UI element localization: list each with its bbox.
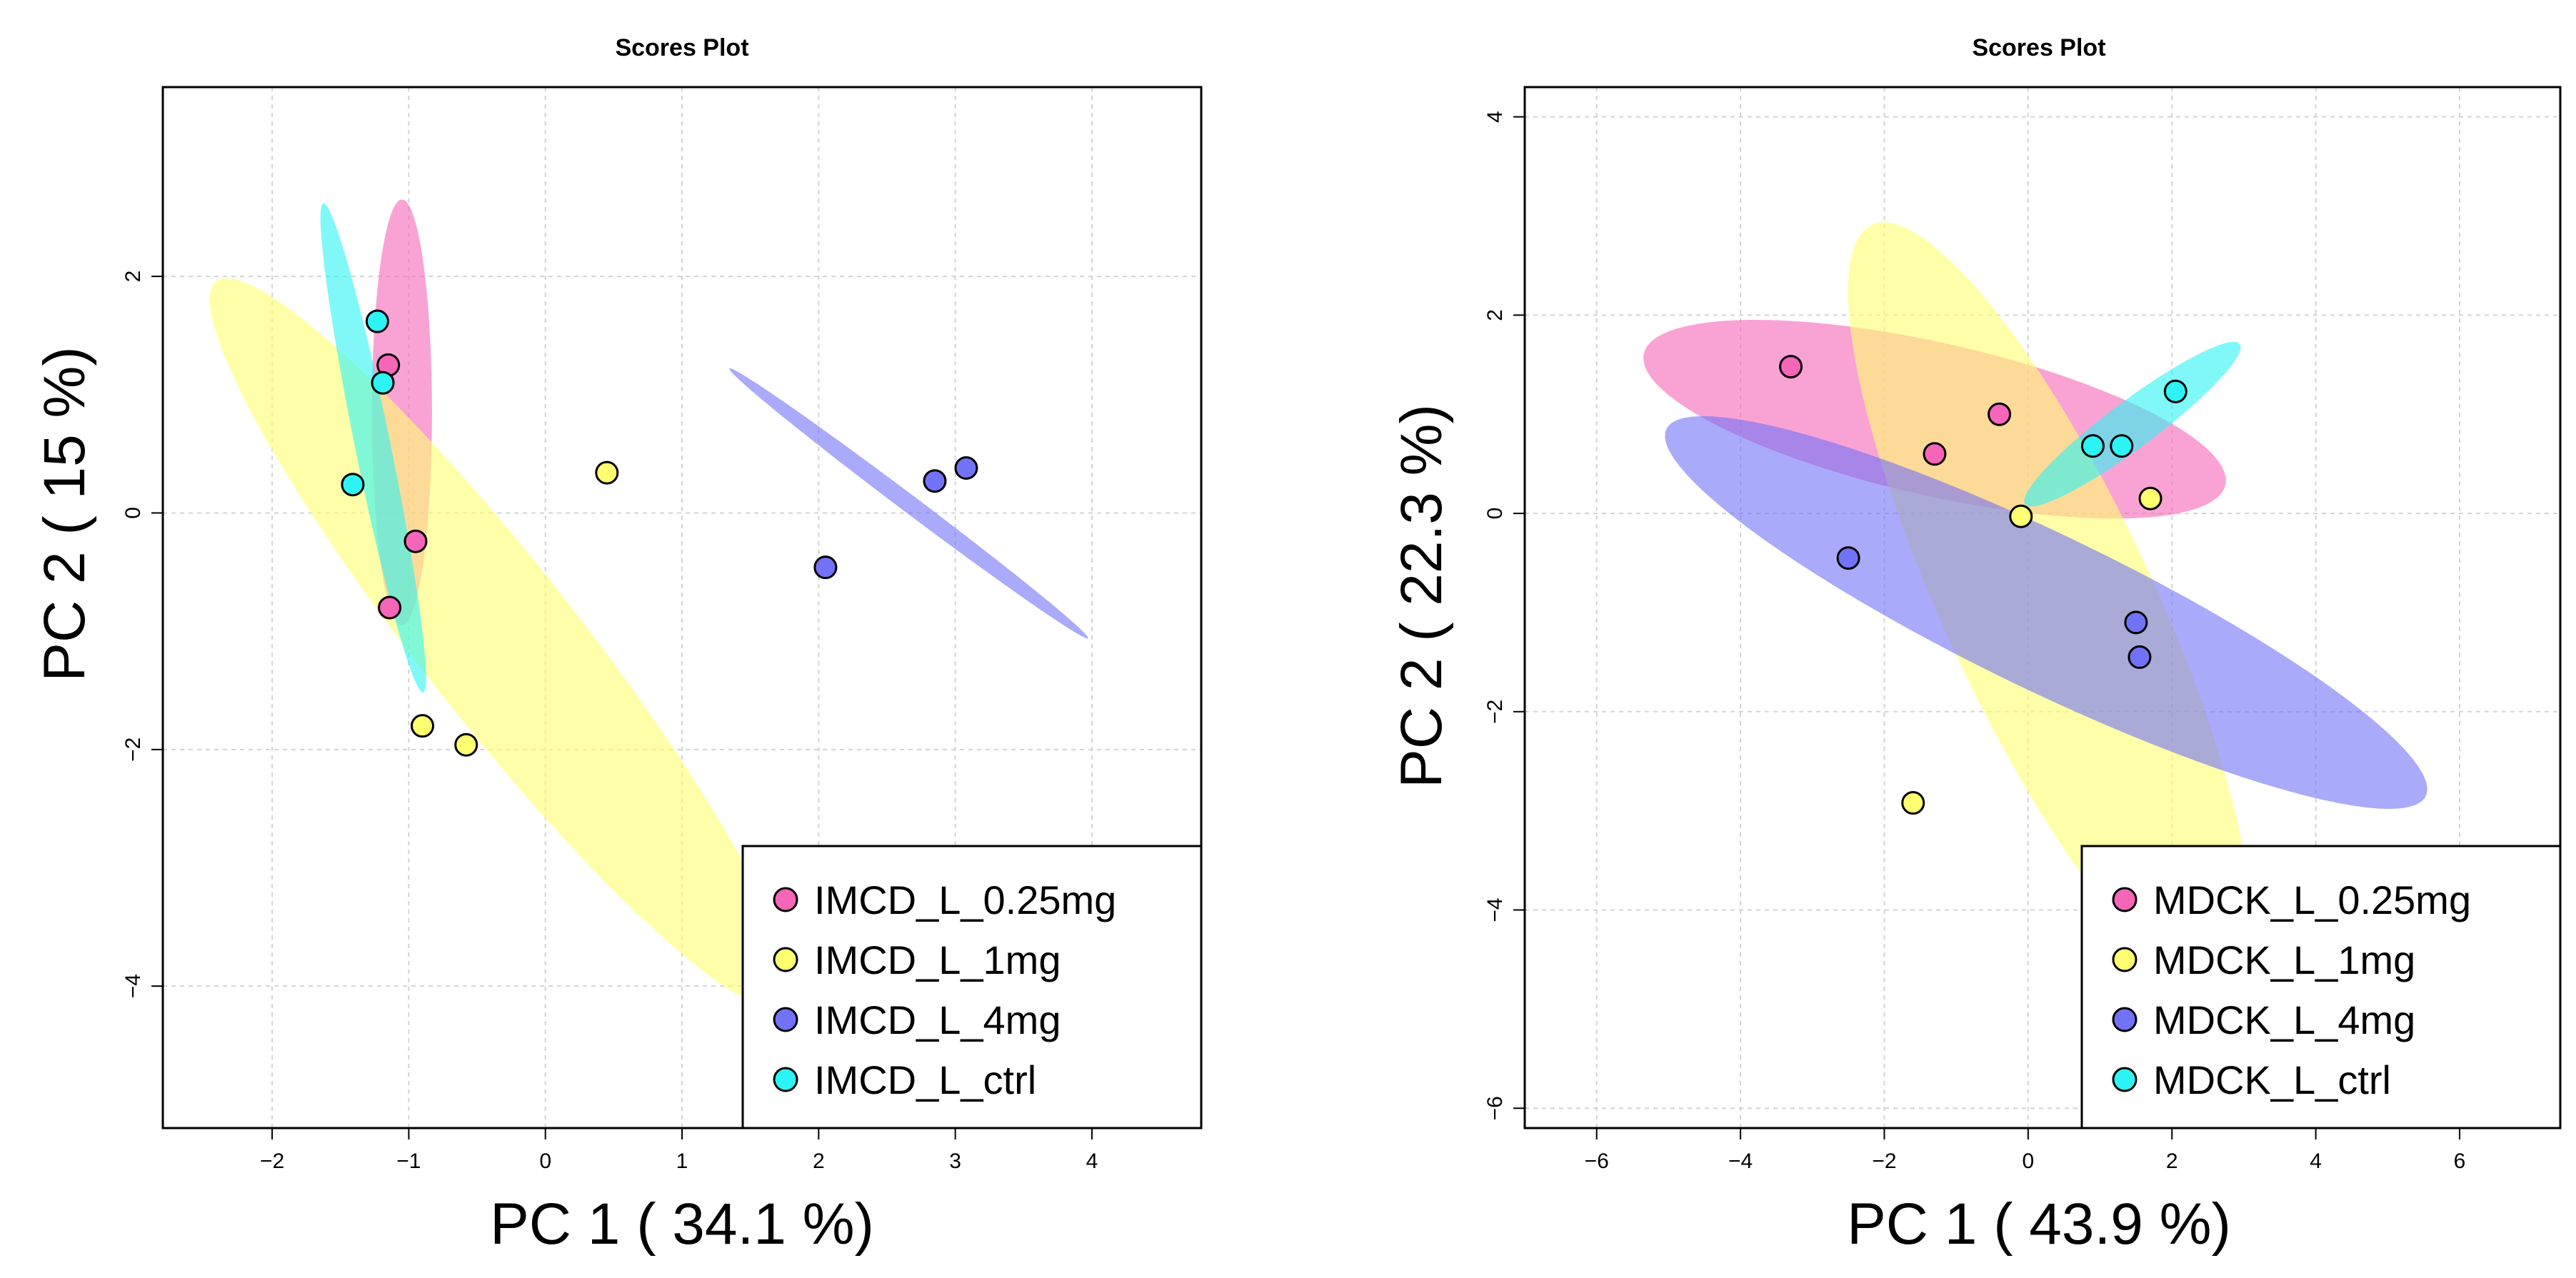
- data-point: [365, 309, 389, 333]
- x-tick-label: 2: [2166, 1149, 2178, 1173]
- x-tick-label: 0: [2023, 1149, 2035, 1173]
- confidence-ellipse: [209, 278, 791, 1008]
- confidence-ellipse: [2024, 341, 2241, 507]
- x-tick-label: −1: [396, 1149, 421, 1173]
- data-point: [371, 371, 395, 395]
- y-tick-label: 0: [1483, 508, 1507, 520]
- x-axis-label: PC 1 ( 34.1 %): [490, 1192, 874, 1257]
- legend-label: IMCD_L_4mg: [814, 997, 1061, 1042]
- legend-marker: [2112, 887, 2138, 912]
- data-point: [2009, 504, 2033, 528]
- legend: IMCD_L_0.25mg IMCD_L_1mg IMCD_L_4mg IMCD_L_…: [741, 845, 1203, 1129]
- x-tick-label: 6: [2454, 1149, 2466, 1173]
- y-tick-label: −2: [121, 738, 145, 762]
- confidence-ellipse: [320, 203, 426, 693]
- x-tick-label: 4: [1086, 1149, 1098, 1173]
- data-point: [2110, 434, 2134, 458]
- legend-box: [741, 845, 1203, 1129]
- legend-label: MDCK_L_1mg: [2153, 937, 2415, 982]
- legend-marker: [773, 1007, 798, 1032]
- legend-label: IMCD_L_ctrl: [814, 1057, 1036, 1102]
- data-point: [1988, 402, 2012, 426]
- legend-box: [2080, 845, 2562, 1129]
- data-point: [2080, 434, 2105, 458]
- legend-marker: [2112, 1067, 2138, 1092]
- data-point: [411, 714, 434, 738]
- y-tick-label: 0: [121, 507, 145, 519]
- chart-title: Scores Plot: [1972, 34, 2105, 61]
- data-point: [454, 733, 478, 757]
- y-axis-label: PC 2 ( 22.3 %): [1389, 404, 1454, 788]
- data-point: [595, 461, 619, 485]
- data-point: [1779, 355, 1803, 379]
- data-point: [378, 595, 402, 620]
- scores-plot-left: Scores Plot −2 −1 0 1 2 3 4 −4 −2 0 2 PC 1 ( 34.1 …: [32, 34, 1203, 1257]
- confidence-ellipse: [729, 368, 1088, 639]
- data-point: [2163, 379, 2187, 403]
- legend-marker: [2112, 947, 2138, 972]
- y-tick-label: −2: [1483, 700, 1507, 724]
- scores-plot-right: Scores Plot −6 −4 −2 0 2 4 6 −6 −4 −2 0 2 4 PC 1 ( 4…: [1389, 34, 2562, 1257]
- x-tick-label: 3: [949, 1149, 961, 1173]
- x-tick-label: 0: [539, 1149, 551, 1173]
- legend-marker: [773, 887, 798, 912]
- x-tick-label: −4: [1728, 1149, 1753, 1173]
- legend-label: IMCD_L_1mg: [814, 937, 1061, 982]
- y-tick-label: −6: [1483, 1096, 1507, 1120]
- legend-marker: [2112, 1007, 2138, 1032]
- x-tick-label: 2: [813, 1149, 825, 1173]
- legend-label: IMCD_L_0.25mg: [814, 877, 1116, 922]
- data-point: [923, 469, 947, 493]
- legend-label: MDCK_L_0.25mg: [2153, 877, 2471, 922]
- legend-label: MDCK_L_ctrl: [2153, 1057, 2391, 1102]
- y-tick-label: −4: [1483, 897, 1507, 922]
- data-point: [2138, 486, 2162, 510]
- confidence-ellipse: [1665, 416, 2427, 809]
- x-tick-label: 4: [2310, 1149, 2322, 1173]
- data-point: [404, 529, 428, 553]
- data-point: [2128, 645, 2152, 669]
- x-axis-label: PC 1 ( 43.9 %): [1847, 1192, 2231, 1257]
- legend-label: MDCK_L_4mg: [2153, 997, 2415, 1042]
- y-tick-label: −4: [121, 974, 145, 998]
- x-tick-label: −2: [1872, 1149, 1896, 1173]
- data-point: [1836, 546, 1860, 570]
- x-tick-label: −6: [1585, 1149, 1609, 1173]
- data-point: [2124, 610, 2148, 635]
- x-tick-label: −2: [260, 1149, 284, 1173]
- data-point: [1901, 791, 1925, 815]
- y-tick-label: 2: [1483, 309, 1507, 321]
- data-point: [341, 473, 365, 497]
- data-point: [1923, 442, 1947, 466]
- plot-area: [1523, 86, 2562, 1129]
- y-tick-label: 4: [1483, 111, 1507, 123]
- data-point: [813, 555, 838, 580]
- y-tick-label: 2: [121, 271, 145, 283]
- legend-marker: [773, 1067, 798, 1092]
- legend: MDCK_L_0.25mg MDCK_L_1mg MDCK_L_4mg MDCK_L_…: [2080, 845, 2562, 1129]
- x-tick-label: 1: [676, 1149, 688, 1173]
- legend-marker: [773, 947, 798, 972]
- y-axis-label: PC 2 ( 15 %): [32, 346, 97, 681]
- chart-title: Scores Plot: [615, 34, 748, 61]
- data-point: [954, 456, 978, 480]
